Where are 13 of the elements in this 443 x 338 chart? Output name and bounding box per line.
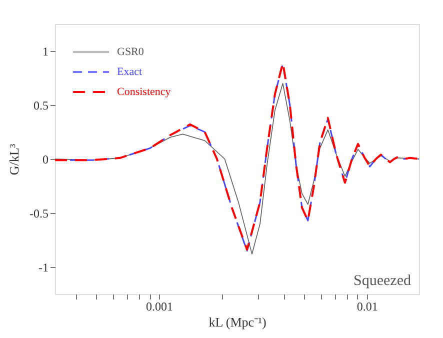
x-axis-title: kL (Mpc⁻¹) <box>208 314 266 330</box>
annotation: Squeezed <box>354 273 412 289</box>
y-tick-label: -1 <box>38 260 48 274</box>
legend-label: Exact <box>117 66 142 78</box>
y-tick-label: 0 <box>42 152 48 166</box>
x-tick-label: 0.01 <box>356 300 378 314</box>
y-axis-title: G/kL³ <box>6 144 22 176</box>
y-tick-label: -0.5 <box>30 206 48 220</box>
y-tick-label: 0.5 <box>34 98 48 112</box>
y-tick-label: 1 <box>42 44 48 58</box>
x-tick-label: 0.001 <box>146 300 174 314</box>
legend-label: GSR0 <box>117 46 144 58</box>
legend-label: Consistency <box>117 86 172 98</box>
